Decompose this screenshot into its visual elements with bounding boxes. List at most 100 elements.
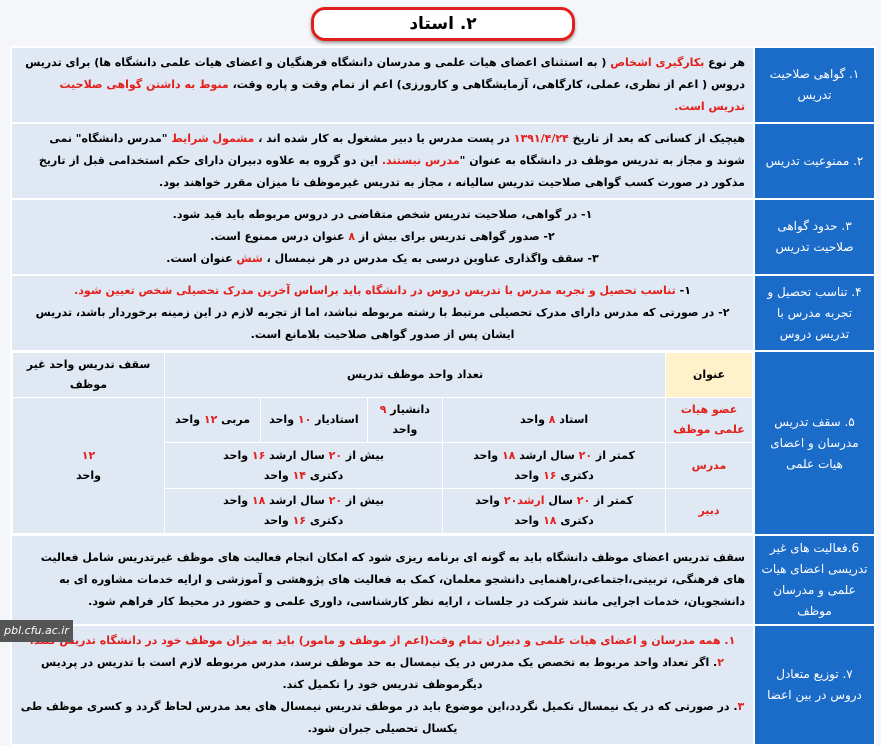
highlighted-text: ۲ — [717, 656, 724, 669]
text-segment: . اگر تعداد واحد مربوط به تخصص یک مدرس د… — [41, 656, 718, 691]
text-segment: دکتری — [306, 468, 344, 482]
rule-paragraph: سقف تدریس اعضای موظف دانشگاه باید به گون… — [20, 547, 745, 613]
text-segment: دکتری — [556, 514, 594, 527]
text-segment: عنوان درس ممنوع است. — [210, 230, 349, 243]
highlighted-text: ۱۶ — [543, 468, 557, 482]
text-segment: واحد — [475, 494, 504, 507]
text-segment: واحد — [520, 413, 549, 426]
header-max: سقف تدریس واحد غیر موظف — [11, 352, 166, 398]
rule-row: 6.فعالیت های غیر تدریسی اعضای هیات علمی … — [10, 534, 876, 626]
text-segment: واحد — [269, 413, 298, 426]
highlighted-text: ۱۳۹۱/۴/۲۴ — [513, 132, 569, 145]
rule-row: ۲. ممنوعیت تدریس هیچیک از کسانی که بعد از… — [10, 122, 876, 200]
associate-units: دانشیار ۹ واحد — [366, 397, 444, 443]
site-logo: pbl.cfu.ac.ir — [0, 620, 73, 642]
rule-paragraph: ۲. اگر تعداد واحد مربوط به تخصص یک مدرس … — [20, 652, 745, 696]
rule-heading: ۴. تناسب تحصیل و تجربه مدرس با تدریس درو… — [753, 274, 876, 352]
text-segment: واحد — [263, 468, 293, 482]
text-segment: واحد — [514, 514, 544, 527]
assistant-units: استادیار ۱۰ واحد — [260, 397, 368, 443]
text-segment: سال ارشد — [515, 448, 579, 462]
rule-heading: ۲. ممنوعیت تدریس — [753, 122, 876, 200]
rule-paragraph: ۱. همه مدرسان و اعضای هیات علمی و دبیران… — [20, 630, 745, 652]
text-segment: بیش از — [342, 494, 384, 507]
text-segment: هیچیک از کسانی که بعد از تاریخ — [568, 132, 745, 145]
text-segment: عنوان است. — [166, 252, 237, 265]
text-segment: واحد — [223, 494, 252, 507]
text-segment: واحد — [223, 448, 252, 462]
highlighted-text: ۱۶ — [251, 448, 266, 462]
text-segment: سال ارشد — [265, 494, 329, 507]
lecturer-under-20: کمتر از ۲۰ سال ارشد ۱۸ واحد دکتری ۱۶ واحد — [442, 442, 667, 489]
faculty-label: عضو هیات علمی موظف — [665, 397, 753, 443]
text-segment: کمتر از — [592, 448, 635, 462]
rule-content: سقف تدریس اعضای موظف دانشگاه باید به گون… — [10, 534, 755, 626]
text-segment: سال ارشد — [265, 448, 329, 462]
text-segment: دکتری — [306, 514, 344, 527]
teacher-over-20: بیش از ۲۰ سال ارشد ۱۸ واحد دکتری ۱۶ واحد — [164, 488, 444, 534]
text-segment: واحد — [175, 413, 204, 426]
text-segment: سقف تدریس اعضای موظف دانشگاه باید به گون… — [40, 551, 745, 608]
rule-content: ۱. همه مدرسان و اعضای هیات علمی و دبیران… — [10, 624, 755, 746]
text-segment: دکتری — [556, 468, 594, 482]
rule-heading: ۳. حدود گواهی صلاحیت تدریس — [753, 198, 876, 276]
rule-paragraph: ۱- تناسب تحصیل و تجربه مدرس با تدریس درو… — [20, 280, 745, 302]
text-segment: ۲- در صورتی که مدرس دارای مدرک تحصیلی مر… — [35, 306, 730, 341]
highlighted-text: ۸ — [348, 230, 356, 243]
text-segment: مربی — [217, 413, 251, 426]
highlighted-text: ۲۰ — [328, 494, 343, 507]
rule-heading: ۱. گواهی صلاحیت تدریس — [753, 46, 876, 124]
teacher-under-20: کمتر از ۲۰ سال ارشد۲۰ واحد دکتری ۱۸ واحد — [442, 488, 667, 534]
highlighted-text: ۸ — [548, 413, 556, 426]
highlighted-text: شش — [236, 252, 263, 265]
text-segment: ( به استثنای اعضای هیات علمی و مدرسان دا… — [25, 56, 745, 91]
rule-row: ۱. گواهی صلاحیت تدریس هر نوع بکارگیری اشخ… — [10, 46, 876, 124]
text-segment: ۲- صدور گواهی تدریس برای بیش از — [355, 230, 555, 243]
instructor-units: مربی ۱۲ واحد — [164, 397, 262, 443]
rule-heading: ۵. سقف تدریس مدرسان و اعضای هیات علمی — [753, 350, 876, 536]
teaching-ceiling-row: ۵. سقف تدریس مدرسان و اعضای هیات علمی عن… — [10, 350, 876, 536]
text-segment: دانشیار — [386, 403, 430, 416]
rule-content: ۱- تناسب تحصیل و تجربه مدرس با تدریس درو… — [10, 274, 755, 352]
highlighted-text: ۱۴ — [292, 468, 307, 482]
text-segment: واحد — [263, 514, 293, 527]
text-segment: واحد — [514, 468, 544, 482]
text-segment: این دو گروه به علاوه دبیران دارای حکم اس… — [38, 154, 745, 189]
rule-content: هر نوع بکارگیری اشخاص ( به استثنای اعضای… — [10, 46, 755, 124]
highlighted-text: ۹ — [379, 403, 387, 416]
highlighted-text: ۱۰ — [297, 413, 312, 426]
highlighted-text: ۲۰ — [576, 494, 591, 507]
highlighted-text: مدرس نیستند. — [381, 154, 460, 167]
rule-row: ۷. توزیع متعادل دروس در بین اعضا ۱. همه م… — [10, 624, 876, 746]
text-segment: ۱- — [675, 284, 691, 297]
text-segment: استاد — [555, 413, 589, 426]
text-segment: استادیار — [311, 413, 359, 426]
rules-table: ۱. گواهی صلاحیت تدریس هر نوع بکارگیری اشخ… — [10, 46, 876, 746]
text-segment: کمتر از — [590, 494, 634, 507]
highlighted-text: ۱۲ — [203, 413, 218, 426]
rule-paragraph: ۳- سقف واگذاری عناوین درسی به یک مدرس در… — [20, 248, 745, 270]
text-segment: هر نوع — [704, 56, 745, 69]
professor-units: استاد ۸ واحد — [442, 397, 667, 443]
rule-paragraph: ۲- صدور گواهی تدریس برای بیش از ۸ عنوان … — [20, 226, 745, 248]
header-title: عنوان — [665, 352, 753, 398]
highlighted-text: ۱۶ — [292, 514, 307, 527]
rule-paragraph: ۲- در صورتی که مدرس دارای مدرک تحصیلی مر… — [20, 302, 745, 346]
highlighted-text: ۲۰ — [328, 448, 343, 462]
lecturer-over-20: بیش از ۲۰ سال ارشد ۱۶ واحد دکتری ۱۴ واحد — [164, 442, 444, 489]
teacher-label: دبیر — [665, 488, 753, 534]
rule-heading: ۷. توزیع متعادل دروس در بین اعضا — [753, 624, 876, 746]
rule-heading: 6.فعالیت های غیر تدریسی اعضای هیات علمی … — [753, 534, 876, 626]
rule-content: هیچیک از کسانی که بعد از تاریخ ۱۳۹۱/۴/۲۴… — [10, 122, 755, 200]
text-segment: واحد — [392, 423, 418, 436]
header-units: تعداد واحد موظف تدریس — [164, 352, 667, 398]
highlighted-text: ۱. همه مدرسان و اعضای هیات علمی و دبیران… — [29, 634, 736, 647]
text-segment: "مدرس دانشگاه" نمی شوند و مجاز به تدریس … — [49, 132, 745, 167]
text-segment: در پست مدرس یا دبیر مشغول به کار شده اند… — [254, 132, 514, 145]
max-units: ۱۲ واحد — [11, 397, 166, 534]
highlighted-text: منوط به داشتن گواهی صلاحیت تدریس است. — [59, 78, 745, 113]
teaching-units-table: عنوان تعداد واحد موظف تدریس سقف تدریس وا… — [11, 352, 753, 534]
highlighted-text: ۱۸ — [251, 494, 266, 507]
rule-paragraph: هیچیک از کسانی که بعد از تاریخ ۱۳۹۱/۴/۲۴… — [20, 128, 745, 194]
text-segment: سال — [544, 494, 577, 507]
